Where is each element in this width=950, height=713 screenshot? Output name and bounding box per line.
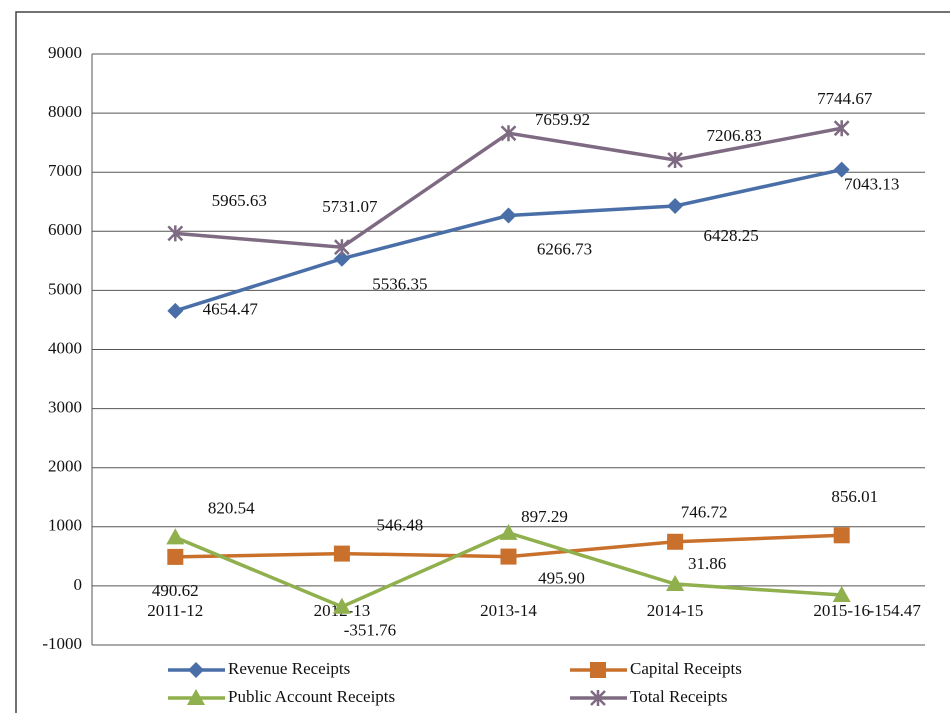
marker xyxy=(500,125,517,142)
legend-marker xyxy=(188,662,204,678)
y-tick-label: 9000 xyxy=(48,43,82,62)
data-label: 7043.13 xyxy=(844,175,899,194)
data-label: 7659.92 xyxy=(535,110,590,129)
marker xyxy=(167,302,184,319)
marker xyxy=(167,548,184,565)
y-tick-label: 0 xyxy=(74,575,83,594)
y-tick-label: 8000 xyxy=(48,102,82,121)
data-label: 856.01 xyxy=(831,487,878,506)
data-label: 5731.07 xyxy=(322,197,378,216)
legend-marker xyxy=(590,662,606,678)
marker xyxy=(667,197,684,214)
legend-label: Public Account Receipts xyxy=(228,687,395,706)
data-label: 746.72 xyxy=(681,503,728,522)
y-tick-label: 6000 xyxy=(48,220,82,239)
x-tick-label: 2011-12 xyxy=(147,601,203,620)
data-label: 6428.25 xyxy=(703,226,758,245)
legend-marker xyxy=(187,689,205,705)
marker xyxy=(333,250,350,267)
data-label: 5965.63 xyxy=(212,191,267,210)
data-label: 820.54 xyxy=(208,498,255,517)
legend-label: Total Receipts xyxy=(630,687,727,706)
marker xyxy=(333,545,350,562)
data-label: 546.48 xyxy=(377,516,424,535)
x-tick-label: 2013-14 xyxy=(480,601,537,620)
marker xyxy=(666,575,685,592)
marker xyxy=(832,586,851,603)
marker xyxy=(334,239,350,256)
data-label: 6266.73 xyxy=(537,239,592,258)
data-label: 4654.47 xyxy=(203,300,259,319)
y-tick-label: 1000 xyxy=(48,516,82,535)
chart-frame xyxy=(15,11,950,713)
y-tick-label: 7000 xyxy=(48,161,82,180)
y-tick-label: 4000 xyxy=(48,338,82,357)
data-label: -154.47 xyxy=(868,601,921,620)
y-tick-label: 3000 xyxy=(48,398,82,417)
series-line xyxy=(174,531,842,609)
marker xyxy=(833,120,850,137)
legend-label: Capital Receipts xyxy=(630,659,742,678)
data-label: 490.62 xyxy=(152,581,199,600)
data-label: 5536.35 xyxy=(372,275,427,294)
y-tick-label: 5000 xyxy=(48,279,82,298)
legend-marker xyxy=(590,690,606,706)
x-tick-label: 2014-15 xyxy=(647,601,704,620)
data-label: 7744.67 xyxy=(817,89,873,108)
marker xyxy=(500,548,517,565)
legend-label: Revenue Receipts xyxy=(228,659,350,678)
marker xyxy=(167,225,184,242)
x-tick-label: 2015-16 xyxy=(813,601,870,620)
data-label: 7206.83 xyxy=(706,126,761,145)
data-label: 897.29 xyxy=(521,507,568,526)
marker xyxy=(499,523,518,540)
marker xyxy=(500,207,517,224)
data-label: -351.76 xyxy=(344,621,396,640)
marker xyxy=(833,527,850,544)
y-tick-label: 2000 xyxy=(48,457,82,476)
data-label: 31.86 xyxy=(688,554,726,573)
marker xyxy=(667,533,684,550)
marker xyxy=(332,597,351,614)
marker xyxy=(166,528,185,545)
y-tick-label: -1000 xyxy=(42,634,82,653)
data-label: 495.90 xyxy=(538,568,585,587)
marker xyxy=(667,151,683,168)
marker xyxy=(833,161,850,178)
